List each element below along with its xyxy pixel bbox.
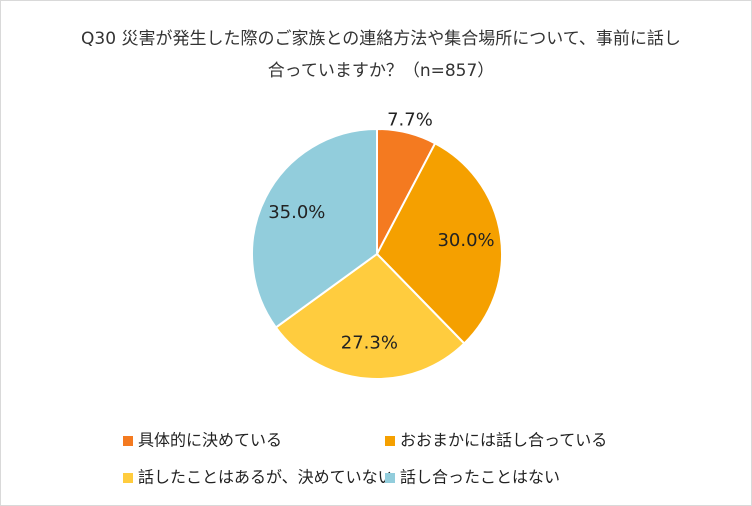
data-label: 27.3% bbox=[341, 333, 398, 354]
data-label: 30.0% bbox=[437, 230, 494, 251]
pie-slice bbox=[274, 252, 466, 380]
pie-slice bbox=[251, 127, 378, 329]
pie-slice bbox=[375, 141, 503, 345]
data-label: 35.0% bbox=[268, 202, 325, 223]
legend-swatch bbox=[385, 436, 395, 446]
legend-swatch bbox=[123, 436, 133, 446]
legend-swatch bbox=[123, 473, 133, 483]
legend-label: おおまかには話し合っている bbox=[400, 431, 607, 450]
legend-label: 具体的に決めている bbox=[138, 431, 282, 450]
legend-swatch bbox=[385, 473, 395, 483]
legend-label: 話したことはあるが、決めていない bbox=[138, 468, 394, 487]
legend-label: 話し合ったことはない bbox=[400, 468, 560, 487]
chart-title: Q30 災害が発生した際のご家族との連絡方法や集合場所について、事前に話し合って… bbox=[81, 29, 681, 81]
data-label: 7.7% bbox=[387, 110, 433, 131]
